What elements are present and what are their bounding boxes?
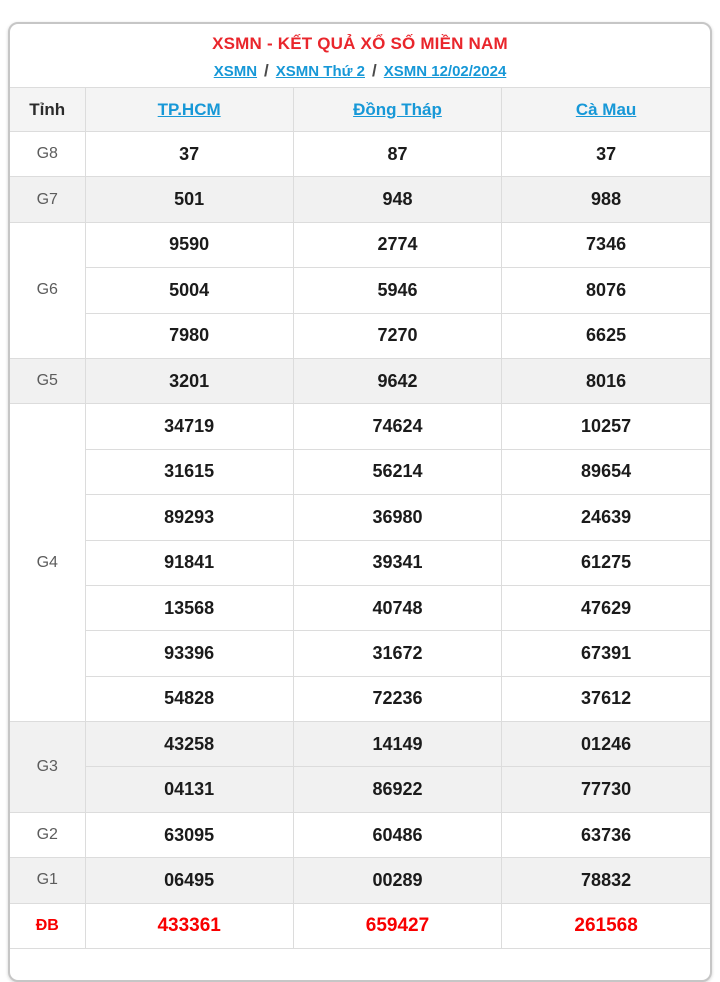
result-cell: 89654 bbox=[501, 448, 710, 495]
result-cell-special: 659427 bbox=[292, 902, 502, 950]
prize-row-db: ĐB 433361 659427 261568 bbox=[10, 902, 710, 950]
result-cell: 91841 bbox=[84, 539, 294, 586]
result-cell: 31615 bbox=[84, 448, 294, 495]
result-cell: 988 bbox=[501, 176, 710, 223]
prize-row-g1: G1 06495 00289 78832 bbox=[10, 857, 710, 904]
result-cell: 9642 bbox=[292, 357, 502, 404]
result-cell: 43258 bbox=[84, 721, 294, 767]
result-cell: 39341 bbox=[292, 539, 502, 586]
prize-row-g3: 04131 86922 77730 bbox=[10, 766, 710, 813]
prize-label-g8: G8 bbox=[10, 130, 85, 177]
result-cell: 3201 bbox=[84, 357, 294, 404]
prize-row-g6: 7980 7270 6625 bbox=[10, 312, 710, 359]
result-cell: 54828 bbox=[84, 675, 294, 722]
result-cell: 13568 bbox=[84, 584, 294, 631]
result-cell: 72236 bbox=[292, 675, 502, 722]
prize-row-g5: G5 3201 9642 8016 bbox=[10, 357, 710, 404]
result-cell: 37612 bbox=[501, 675, 710, 722]
prize-row-g4: 91841 39341 61275 bbox=[10, 539, 710, 586]
result-cell: 2774 bbox=[292, 221, 502, 268]
result-cell: 89293 bbox=[84, 494, 294, 541]
result-cell: 04131 bbox=[84, 766, 294, 813]
result-cell: 47629 bbox=[501, 584, 710, 631]
result-cell: 948 bbox=[292, 176, 502, 223]
prize-row-g4: 93396 31672 67391 bbox=[10, 630, 710, 677]
breadcrumb-link-xsmn-thu2[interactable]: XSMN Thứ 2 bbox=[275, 62, 365, 80]
results-card: XSMN - KẾT QUẢ XỔ SỐ MIỀN NAM XSMN / XSMN … bbox=[8, 22, 712, 982]
prize-row-g4: 89293 36980 24639 bbox=[10, 494, 710, 541]
result-cell: 63095 bbox=[84, 811, 294, 858]
result-cell: 8076 bbox=[501, 267, 710, 314]
result-cell: 87 bbox=[292, 130, 502, 177]
prize-label-db: ĐB bbox=[10, 902, 85, 950]
result-cell: 74624 bbox=[292, 403, 502, 450]
result-cell: 60486 bbox=[292, 811, 502, 858]
prize-row-g6: 5004 5946 8076 bbox=[10, 267, 710, 314]
result-cell: 01246 bbox=[501, 721, 710, 767]
prize-label-g1: G1 bbox=[10, 857, 85, 904]
result-cell: 14149 bbox=[292, 721, 502, 767]
column-header-tinh: Tỉnh bbox=[10, 87, 85, 132]
result-cell: 00289 bbox=[292, 857, 502, 904]
result-cell-special: 261568 bbox=[501, 902, 710, 950]
result-cell: 06495 bbox=[84, 857, 294, 904]
result-cell: 5946 bbox=[292, 267, 502, 314]
result-cell: 37 bbox=[501, 130, 710, 177]
prize-label-g3: G3 bbox=[10, 721, 85, 813]
column-header-ca-mau[interactable]: Cà Mau bbox=[575, 99, 637, 119]
table-header-row: Tỉnh TP.HCM Đồng Tháp Cà Mau bbox=[10, 87, 710, 132]
results-header: XSMN - KẾT QUẢ XỔ SỐ MIỀN NAM XSMN / XSMN … bbox=[10, 24, 710, 87]
result-cell: 7346 bbox=[501, 221, 710, 268]
result-cell: 9590 bbox=[84, 221, 294, 268]
prize-label-g2: G2 bbox=[10, 811, 85, 858]
breadcrumb: XSMN / XSMN Thứ 2 / XSMN 12/02/2024 bbox=[214, 61, 507, 81]
prize-row-g4: G4 34719 74624 10257 bbox=[10, 403, 710, 722]
prize-row-g2: G2 63095 60486 63736 bbox=[10, 811, 710, 858]
result-cell: 501 bbox=[84, 176, 294, 223]
result-cell: 6625 bbox=[501, 312, 710, 359]
result-cell: 63736 bbox=[501, 811, 710, 858]
result-cell: 37 bbox=[84, 130, 294, 177]
prize-row-g4: 13568 40748 47629 bbox=[10, 584, 710, 631]
result-cell: 93396 bbox=[84, 630, 294, 677]
prize-label-g5: G5 bbox=[10, 357, 85, 404]
prize-label-g4: G4 bbox=[10, 403, 85, 722]
lottery-results-table: Tỉnh TP.HCM Đồng Tháp Cà Mau G8 37 87 37… bbox=[10, 87, 710, 950]
result-cell: 77730 bbox=[501, 766, 710, 813]
prize-row-g6: G6 9590 2774 7346 bbox=[10, 221, 710, 359]
breadcrumb-separator: / bbox=[371, 60, 377, 80]
prize-row-g8: G8 37 87 37 bbox=[10, 130, 710, 177]
prize-row-g4: 54828 72236 37612 bbox=[10, 675, 710, 722]
result-cell: 7270 bbox=[292, 312, 502, 359]
page-title: XSMN - KẾT QUẢ XỔ SỐ MIỀN NAM bbox=[212, 33, 508, 53]
result-cell: 24639 bbox=[501, 494, 710, 541]
result-cell: 7980 bbox=[84, 312, 294, 359]
result-cell: 8016 bbox=[501, 357, 710, 404]
result-cell: 61275 bbox=[501, 539, 710, 586]
breadcrumb-link-xsmn-date[interactable]: XSMN 12/02/2024 bbox=[383, 62, 507, 80]
result-cell: 78832 bbox=[501, 857, 710, 904]
prize-label-g6: G6 bbox=[10, 221, 85, 359]
column-header-dong-thap[interactable]: Đồng Tháp bbox=[353, 99, 442, 119]
column-header-tphcm[interactable]: TP.HCM bbox=[157, 99, 221, 119]
result-cell: 10257 bbox=[501, 403, 710, 450]
prize-row-g7: G7 501 948 988 bbox=[10, 176, 710, 223]
breadcrumb-link-xsmn[interactable]: XSMN bbox=[213, 62, 258, 80]
result-cell: 56214 bbox=[292, 448, 502, 495]
prize-row-g3: G3 43258 14149 01246 bbox=[10, 721, 710, 813]
result-cell: 36980 bbox=[292, 494, 502, 541]
result-cell: 86922 bbox=[292, 766, 502, 813]
result-cell: 5004 bbox=[84, 267, 294, 314]
result-cell: 34719 bbox=[84, 403, 294, 450]
result-cell: 31672 bbox=[292, 630, 502, 677]
prize-row-g4: 31615 56214 89654 bbox=[10, 448, 710, 495]
prize-label-g7: G7 bbox=[10, 176, 85, 223]
result-cell: 40748 bbox=[292, 584, 502, 631]
result-cell: 67391 bbox=[501, 630, 710, 677]
breadcrumb-separator: / bbox=[264, 60, 269, 80]
result-cell-special: 433361 bbox=[84, 902, 294, 950]
